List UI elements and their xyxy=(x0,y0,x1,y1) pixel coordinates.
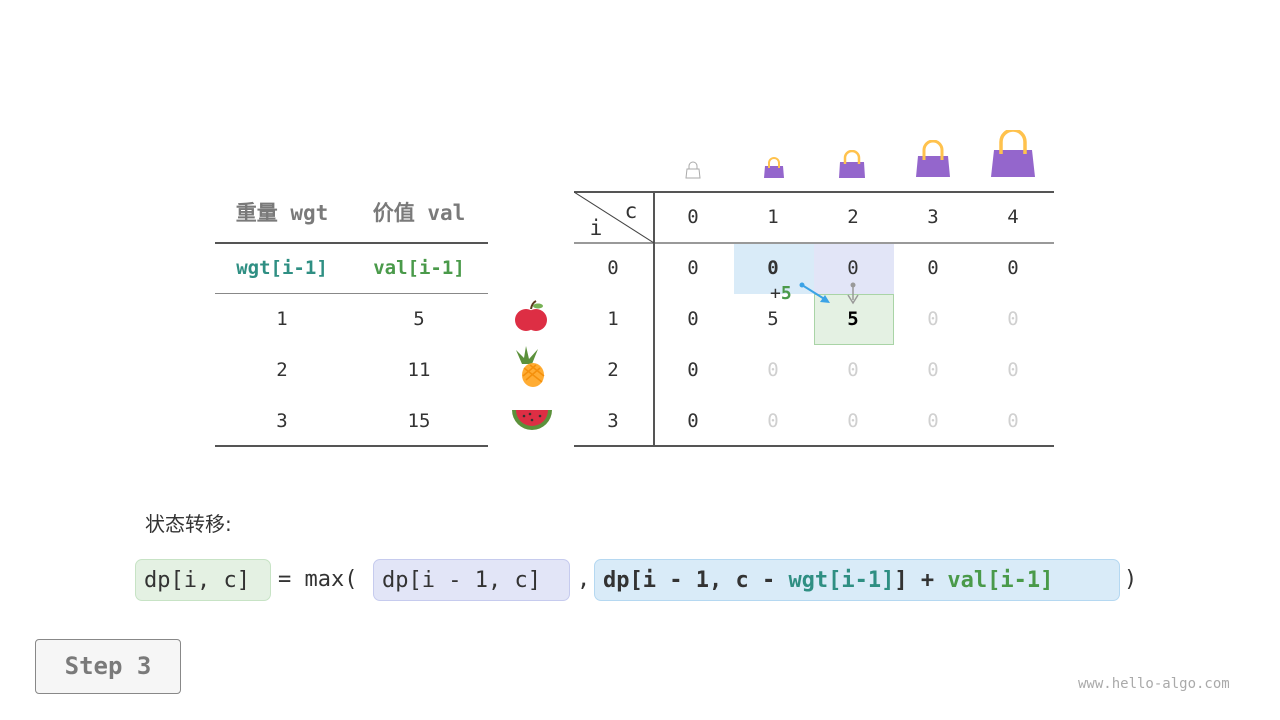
divider xyxy=(215,242,488,244)
dp-cell: 0 xyxy=(767,257,779,279)
divider xyxy=(574,445,1054,447)
header-value: 价值 val xyxy=(372,201,466,225)
dp-cell: 0 xyxy=(927,257,939,279)
dp-cell: 0 xyxy=(847,410,859,432)
col-header-capacity: 0 xyxy=(687,206,699,228)
dp-cell: 0 xyxy=(847,359,859,381)
dp-cell: 0 xyxy=(687,359,699,381)
row-header-item: 3 xyxy=(607,410,619,432)
bag-icon-capacity-2 xyxy=(839,150,865,178)
dp-cell: 0 xyxy=(767,359,779,381)
corner-i-label: i xyxy=(589,216,603,240)
highlight-dp-current xyxy=(814,294,894,345)
step-button[interactable]: Step 3 xyxy=(35,639,181,694)
eq-take-dp: dp[i - 1, c - xyxy=(603,568,789,593)
eq-take-wgt: wgt[i-1] xyxy=(788,568,895,593)
val-cell: 11 xyxy=(407,359,431,381)
val-cell: 5 xyxy=(413,308,425,330)
eq-take-val: val[i-1] xyxy=(947,568,1054,593)
dp-cell: 0 xyxy=(927,308,939,330)
arrow-gray-icon xyxy=(847,294,859,305)
plus-value: 5 xyxy=(780,283,792,304)
watermark: www.hello-algo.com xyxy=(1078,676,1230,692)
plus-sign: + xyxy=(770,283,781,304)
dp-cell: 0 xyxy=(687,257,699,279)
eq-option-take: dp[i - 1, c - wgt[i-1]] + val[i-1] xyxy=(594,559,1120,601)
dp-cell: 0 xyxy=(847,257,859,279)
val-cell: 15 xyxy=(407,410,431,432)
dp-cell: 0 xyxy=(927,359,939,381)
dp-cell: 0 xyxy=(1007,359,1019,381)
dp-cell: 0 xyxy=(927,410,939,432)
col-header-capacity: 2 xyxy=(847,206,859,228)
subheader-wgt: wgt[i-1] xyxy=(236,257,328,279)
row-header-item: 2 xyxy=(607,359,619,381)
divider xyxy=(574,242,1054,244)
eq-take-plus: ] + xyxy=(894,568,948,593)
header-weight: 重量 wgt xyxy=(235,201,329,225)
bag-icon-capacity-3 xyxy=(916,140,950,177)
eq-max: = max( xyxy=(278,567,358,592)
dp-cell: 0 xyxy=(1007,308,1019,330)
dp-cell: 0 xyxy=(767,410,779,432)
divider xyxy=(215,445,488,447)
dp-cell: 0 xyxy=(1007,410,1019,432)
divider xyxy=(653,192,655,446)
row-header-item: 1 xyxy=(607,308,619,330)
eq-option-skip: dp[i - 1, c] xyxy=(373,559,570,601)
bag-icon-capacity-1 xyxy=(764,157,784,178)
corner-c-label: c xyxy=(624,199,638,223)
dp-cell: 5 xyxy=(767,308,779,330)
bag-icon-capacity-0 xyxy=(685,161,701,179)
plus-value-annotation: +5 xyxy=(770,283,792,304)
transition-arrows xyxy=(799,282,859,305)
dp-cell: 0 xyxy=(1007,257,1019,279)
apple-icon xyxy=(515,300,547,331)
dp-cell: 0 xyxy=(687,410,699,432)
watermelon-icon xyxy=(512,410,552,430)
wgt-cell: 3 xyxy=(276,410,288,432)
eq-close: ) xyxy=(1124,567,1138,592)
col-header-capacity: 4 xyxy=(1007,206,1019,228)
col-header-capacity: 1 xyxy=(767,206,779,228)
wgt-cell: 2 xyxy=(276,359,288,381)
bag-icon-capacity-4 xyxy=(991,130,1035,177)
subheader-val: val[i-1] xyxy=(373,257,465,279)
wgt-cell: 1 xyxy=(276,308,288,330)
col-header-capacity: 3 xyxy=(927,206,939,228)
divider xyxy=(215,293,488,294)
arrow-blue-icon xyxy=(820,295,830,303)
dp-cell: 0 xyxy=(687,308,699,330)
row-header-item: 0 xyxy=(607,257,619,279)
pineapple-icon xyxy=(516,346,545,387)
dp-cell: 5 xyxy=(847,308,859,330)
eq-lhs: dp[i, c] xyxy=(135,559,271,601)
divider xyxy=(574,191,1054,193)
transition-label: 状态转移: xyxy=(145,512,232,536)
corner-diagonal xyxy=(574,192,654,243)
eq-comma: , xyxy=(577,567,591,592)
